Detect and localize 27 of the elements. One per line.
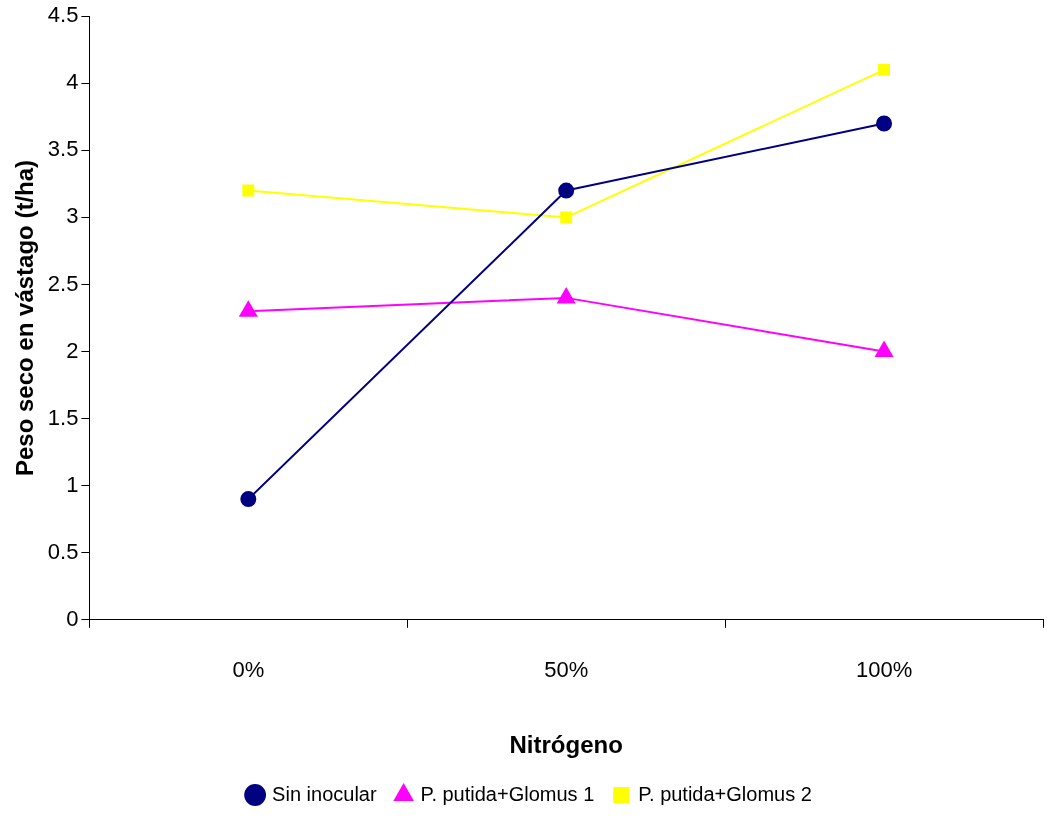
y-tick-label: 0 (66, 605, 79, 631)
y-tick-label: 4.5 (47, 2, 79, 28)
point (878, 63, 891, 76)
y-tick-label: 1.5 (47, 404, 79, 430)
point (239, 301, 258, 317)
y-tick-label: 4 (66, 69, 79, 95)
y-tick-label: 3.5 (47, 136, 79, 162)
y-tick-label: 1 (66, 471, 79, 497)
point (560, 211, 573, 224)
y-axis-title: Peso seco en vástago (t/ha) (11, 159, 39, 477)
x-tick-label: 100% (855, 657, 913, 683)
point (557, 287, 575, 304)
y-tick-label: 2 (66, 337, 79, 363)
point (876, 115, 893, 132)
point (242, 184, 255, 197)
legend-label: P. putida+Glomus 1 (420, 782, 595, 805)
x-tick-label: 0% (232, 657, 265, 683)
legend-label: Sin inocular (272, 782, 377, 805)
x-axis-title: Nitrógeno (509, 731, 623, 759)
legend-label: P. putida+Glomus 2 (638, 782, 812, 805)
y-tick-label: 0.5 (47, 538, 79, 564)
y-tick-label: 3 (66, 203, 79, 229)
point (240, 491, 257, 508)
point (875, 341, 893, 358)
y-tick-label: 2.5 (47, 270, 79, 296)
point (558, 182, 575, 199)
x-tick-label: 50% (544, 657, 589, 683)
